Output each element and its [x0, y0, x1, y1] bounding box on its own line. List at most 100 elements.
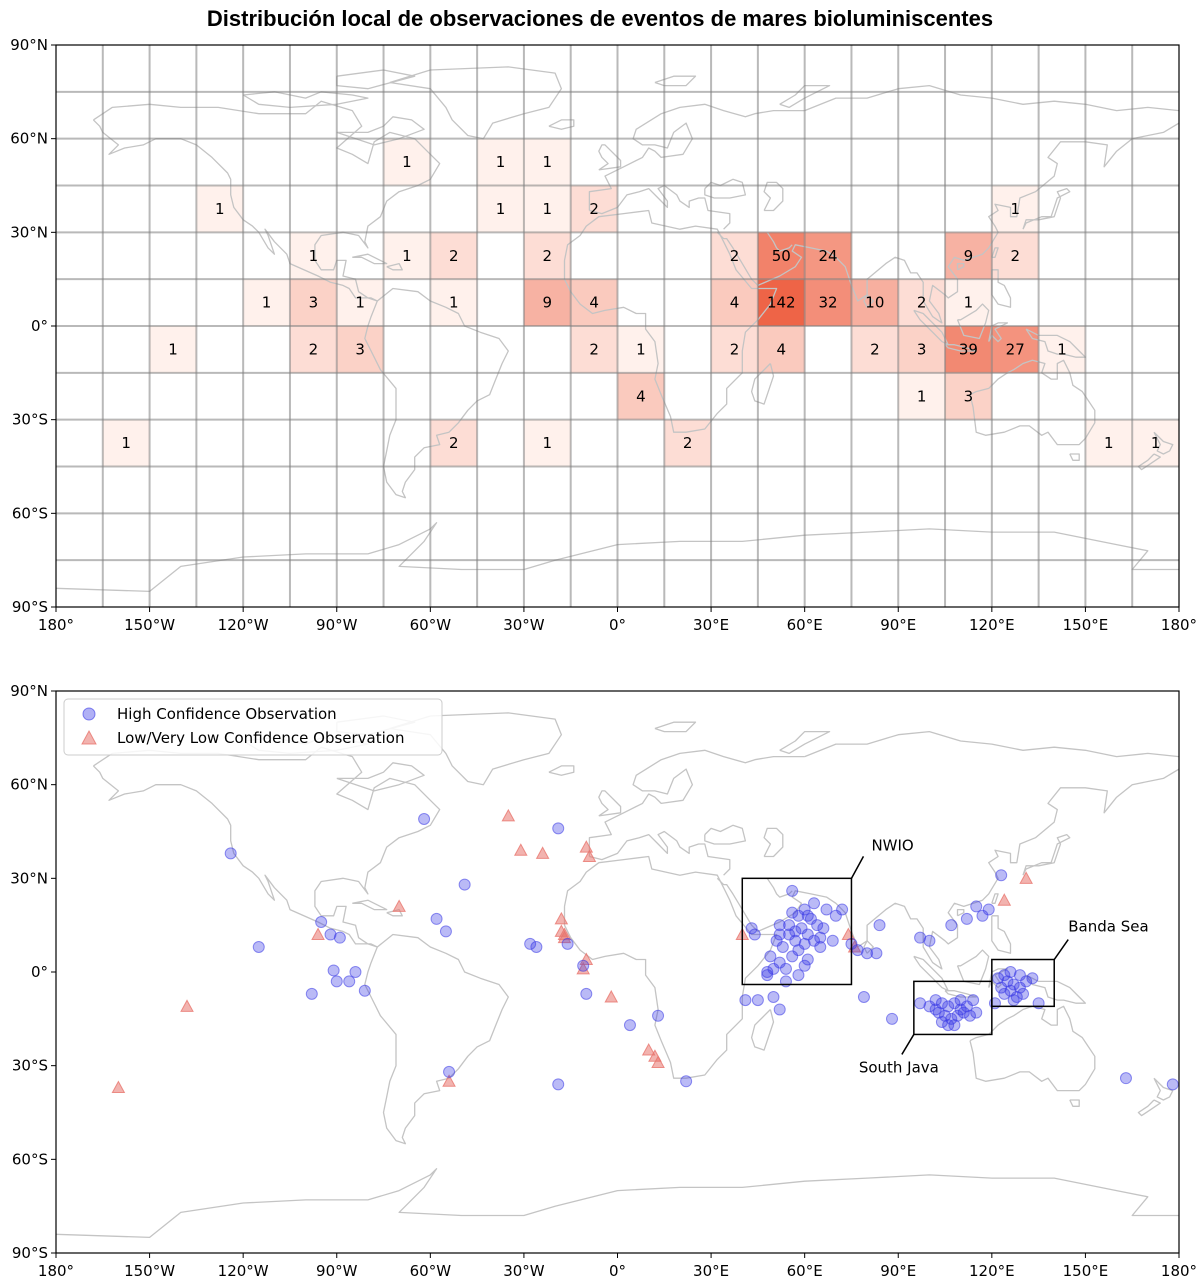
high-confidence-point — [929, 1003, 942, 1016]
cell-count-label: 1 — [168, 340, 178, 358]
x-tick-label: 30°W — [503, 616, 545, 634]
heatmap-cell — [289, 326, 337, 373]
cell-count-label: 1 — [309, 247, 319, 265]
legend-triangle-marker-icon — [81, 729, 97, 745]
cell-count-label: 2 — [589, 340, 599, 358]
y-tick-label: 90°S — [12, 598, 48, 616]
coastline-path — [988, 968, 1009, 989]
cell-count-label: 1 — [1057, 340, 1067, 358]
high-confidence-point — [945, 1012, 958, 1025]
high-confidence-point — [680, 1075, 693, 1088]
low-confidence-point — [513, 843, 528, 856]
coastline-path — [389, 712, 563, 786]
high-confidence-point — [349, 966, 362, 978]
heatmap-cell — [523, 185, 571, 233]
high-confidence-point — [580, 987, 593, 1000]
heatmap-cell — [477, 185, 524, 233]
coastline-path — [242, 91, 369, 109]
x-tick-label: 150°E — [1063, 1262, 1109, 1280]
high-confidence-point — [458, 878, 471, 891]
cell-count-label: 1 — [121, 434, 131, 452]
y-tick-label: 60°N — [10, 776, 48, 794]
coastline-path — [589, 830, 731, 876]
heatmap-cells — [102, 138, 1179, 467]
high-confidence-point — [976, 909, 989, 922]
coastline-path — [956, 262, 965, 271]
coastline-path — [548, 765, 575, 776]
high-confidence-point — [739, 994, 752, 1007]
x-tick-label: 150°E — [1063, 616, 1109, 634]
low-confidence-point — [535, 846, 550, 859]
region-boxes: NWIO South Java Banda Sea — [741, 836, 1149, 1076]
high-confidence-point — [333, 931, 346, 944]
high-confidence-point — [773, 1003, 786, 1016]
high-confidence-point — [786, 950, 799, 963]
coastline-path — [779, 730, 831, 755]
high-confidence-point — [798, 959, 811, 972]
coastline-path — [991, 915, 1012, 954]
cell-count-label: 1 — [1151, 434, 1161, 452]
low-confidence-point — [582, 849, 597, 862]
high-confidence-point — [770, 934, 783, 947]
cell-count-label: 1 — [636, 340, 646, 358]
high-confidence-point — [327, 964, 340, 977]
x-tick-label: 180° — [1161, 1262, 1197, 1280]
x-tick-label: 90°E — [880, 1262, 916, 1280]
low-confidence-point — [651, 1055, 665, 1069]
y-tick-label: 30°N — [10, 869, 48, 887]
high-confidence-point — [1007, 994, 1020, 1007]
y-tick-label: 60°S — [12, 504, 48, 522]
cell-count-label: 1 — [543, 434, 553, 452]
coastline-path — [956, 949, 990, 986]
coastline-path — [1069, 453, 1080, 461]
coastline-path — [763, 181, 784, 212]
high-confidence-point — [358, 984, 371, 997]
heatmap-cell — [804, 232, 852, 280]
coastline-path — [1153, 431, 1174, 455]
high-confidence-point — [1119, 1072, 1132, 1085]
high-confidence-point — [792, 944, 805, 957]
cell-count-label: 2 — [730, 247, 740, 265]
x-axis-ticks: 180° 150°W 120°W 90°W 60°W 30°W 0° 30°E 60°E 90°E… — [38, 607, 1197, 634]
x-tick-label: 90°W — [316, 616, 358, 634]
coastline-path — [588, 103, 805, 211]
high-confidence-point — [939, 1009, 952, 1022]
cell-count-label: 27 — [1006, 340, 1025, 358]
high-confidence-point — [1004, 984, 1017, 997]
low-confidence-point — [997, 893, 1012, 906]
heatmap-cell — [945, 232, 992, 280]
low-confidence-point — [1019, 871, 1033, 884]
x-tick-label: 120°W — [218, 616, 269, 634]
region-leader-line — [1053, 939, 1069, 960]
heatmap-cell — [851, 279, 899, 326]
coastline-path — [598, 144, 622, 171]
cell-count-labels: 1 1 11 1 1 2 11 1 2 2 2 50 24 9 21 3 1 1 9 4 4 142 32 10 2 11 2 3 2 1… — [121, 153, 1160, 452]
high-confidence-point — [439, 925, 452, 938]
coastline-path — [386, 262, 403, 271]
high-confidence-point — [751, 994, 764, 1007]
high-confidence-point — [783, 919, 796, 932]
heatmap-cell — [523, 138, 571, 186]
high-confidence-point — [623, 1019, 636, 1032]
high-confidence-point — [783, 928, 796, 941]
high-confidence-point — [305, 987, 318, 1000]
coastline-path — [1137, 453, 1161, 471]
coastline-path — [352, 899, 388, 911]
high-confidence-point — [795, 922, 808, 935]
heatmap-cell — [898, 279, 946, 326]
region-box — [991, 958, 1055, 1008]
coastline-path — [336, 69, 416, 90]
coastline-path — [704, 178, 747, 199]
observation-points — [111, 808, 1179, 1094]
high-confidence-point — [418, 813, 431, 826]
coastline-path — [563, 855, 778, 1079]
high-confidence-point — [801, 953, 814, 966]
high-confidence-point — [1020, 975, 1033, 988]
heatmap-cell — [898, 372, 946, 420]
cell-count-label: 32 — [819, 294, 838, 312]
high-confidence-point — [798, 937, 811, 950]
x-tick-label: 180° — [38, 1262, 74, 1280]
y-axis-ticks: 90°N 60°N 30°N 0° 30°S 60°S 90°S — [10, 682, 56, 1262]
high-confidence-point — [817, 922, 830, 935]
coastline-path — [969, 1005, 1096, 1092]
